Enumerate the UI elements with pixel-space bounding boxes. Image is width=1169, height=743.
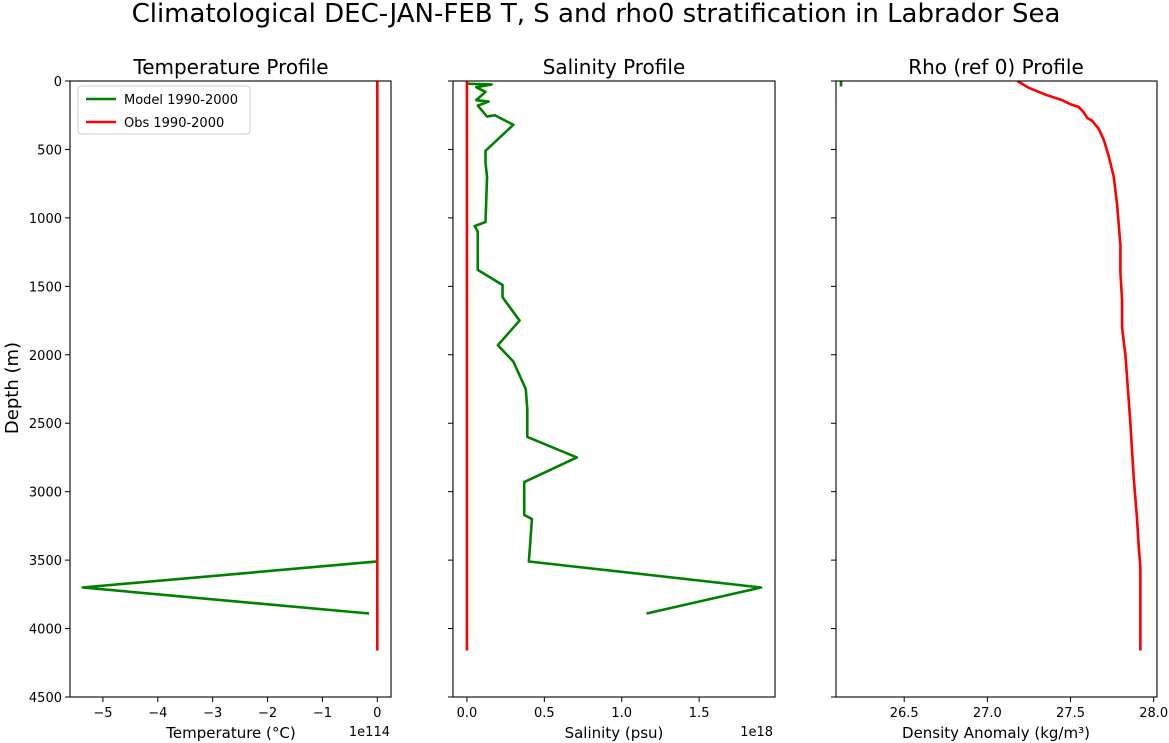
legend: Model 1990-2000 Obs 1990-2000	[77, 85, 251, 135]
temperature-x-tick-label: −3	[203, 706, 222, 721]
salinity-x-tick-label: 0.0	[457, 706, 478, 721]
y-tick-label: 4000	[29, 623, 62, 638]
salinity-axes-frame	[452, 80, 776, 698]
y-tick-label: 1500	[29, 280, 62, 295]
y-tick-label: 2500	[29, 417, 62, 432]
density-x-tick-label: 27.0	[973, 706, 1002, 721]
density-x-label: Density Anomaly (kg/m³)	[902, 724, 1090, 742]
temperature-x-tick-label: 0	[373, 706, 381, 721]
legend-label-obs: Obs 1990-2000	[124, 116, 224, 131]
plot-area: −5 −4 −3 −2 −1 0 0 500 1000 1500 2000 2500 3000 3500 4…	[29, 75, 1168, 721]
salinity-x-tick-label: 1.5	[689, 706, 710, 721]
y-tick-label: 1000	[29, 212, 62, 227]
temperature-axes-frame	[69, 80, 392, 698]
density-x-tick-label: 28.0	[1139, 706, 1168, 721]
figure-title: Climatological DEC-JAN-FEB T, S and rho0…	[132, 0, 1061, 29]
y-tick-label: 4500	[29, 691, 62, 706]
salinity-x-tick-label: 1.0	[611, 706, 632, 721]
salinity-panel-title: Salinity Profile	[543, 55, 686, 79]
salinity-offset-text: 1e18	[740, 725, 773, 740]
density-axes-frame	[835, 80, 1158, 698]
y-tick-label: 2000	[29, 349, 62, 364]
salinity-series-model-line	[466, 82, 763, 615]
temperature-panel-title: Temperature Profile	[132, 55, 328, 79]
legend-label-model: Model 1990-2000	[124, 93, 238, 108]
temperature-offset-text: 1e114	[349, 725, 390, 740]
density-x-tick-label: 27.5	[1056, 706, 1085, 721]
density-series-obs-line	[1016, 81, 1142, 651]
density-x-tick-label: 26.5	[890, 706, 919, 721]
salinity-x-tick-label: 0.5	[534, 706, 555, 721]
y-tick-label: 0	[54, 75, 62, 90]
y-tick-label: 3500	[29, 554, 62, 569]
density-panel-title: Rho (ref 0) Profile	[908, 55, 1084, 79]
temperature-x-label: Temperature (°C)	[165, 724, 295, 742]
temperature-series-model-line	[81, 81, 379, 615]
legend-frame	[77, 85, 251, 135]
temperature-x-tick-label: −2	[258, 706, 277, 721]
temperature-x-tick-label: −4	[148, 706, 167, 721]
temperature-x-tick-label: −5	[93, 706, 112, 721]
salinity-x-label: Salinity (psu)	[565, 724, 664, 742]
y-axis-label: Depth (m)	[2, 342, 23, 434]
temperature-x-tick-label: −1	[313, 706, 332, 721]
y-tick-label: 3000	[29, 486, 62, 501]
y-tick-label: 500	[37, 143, 62, 158]
